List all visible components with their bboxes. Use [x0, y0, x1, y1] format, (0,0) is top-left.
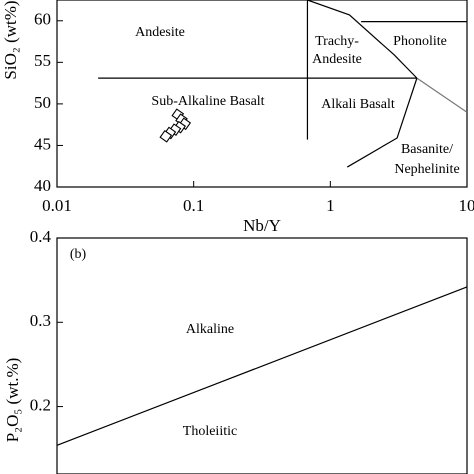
y-tick-label: 60 [34, 10, 51, 29]
data-point [159, 129, 173, 143]
x-tick-label: 1 [326, 196, 335, 215]
field-label: Trachy- [315, 34, 359, 49]
y-tick-label: 45 [34, 134, 51, 153]
field-label: Andesite [312, 52, 362, 67]
field-label: Nephelinite [394, 162, 459, 177]
field-label: Alkaline [186, 322, 234, 337]
x-tick-label: 0.1 [183, 196, 204, 215]
y-axis-label: P₂O₅ (wt.%) [3, 358, 22, 443]
plot-frame [56, 0, 468, 188]
y-axis-label: SiO₂ (wt%) [1, 0, 20, 79]
y-tick-label: 0.4 [30, 227, 52, 246]
y-tick-label: 40 [34, 176, 51, 195]
x-tick-label: 10 [459, 196, 474, 215]
field-boundary [346, 77, 418, 168]
field-boundary [307, 0, 418, 79]
field-label: Andesite [135, 25, 185, 40]
y-tick-label: 50 [34, 93, 51, 112]
field-boundary [416, 77, 468, 113]
field-label: (b) [70, 247, 87, 262]
x-tick-label: 0.01 [42, 196, 72, 215]
field-label: Phonolite [393, 34, 447, 49]
x-axis-label: Nb/Y [243, 216, 281, 235]
y-tick-label: 0.3 [30, 311, 51, 330]
y-tick-label: 55 [34, 51, 51, 70]
field-label: Sub-Alkaline Basalt [151, 94, 264, 109]
field-label: Tholeiitic [183, 424, 237, 439]
field-label: Basanite/ [401, 142, 453, 157]
plot-frame [56, 237, 468, 474]
field-boundary [56, 286, 468, 446]
field-label: Alkali Basalt [321, 97, 395, 112]
y-tick-label: 0.2 [30, 395, 51, 414]
